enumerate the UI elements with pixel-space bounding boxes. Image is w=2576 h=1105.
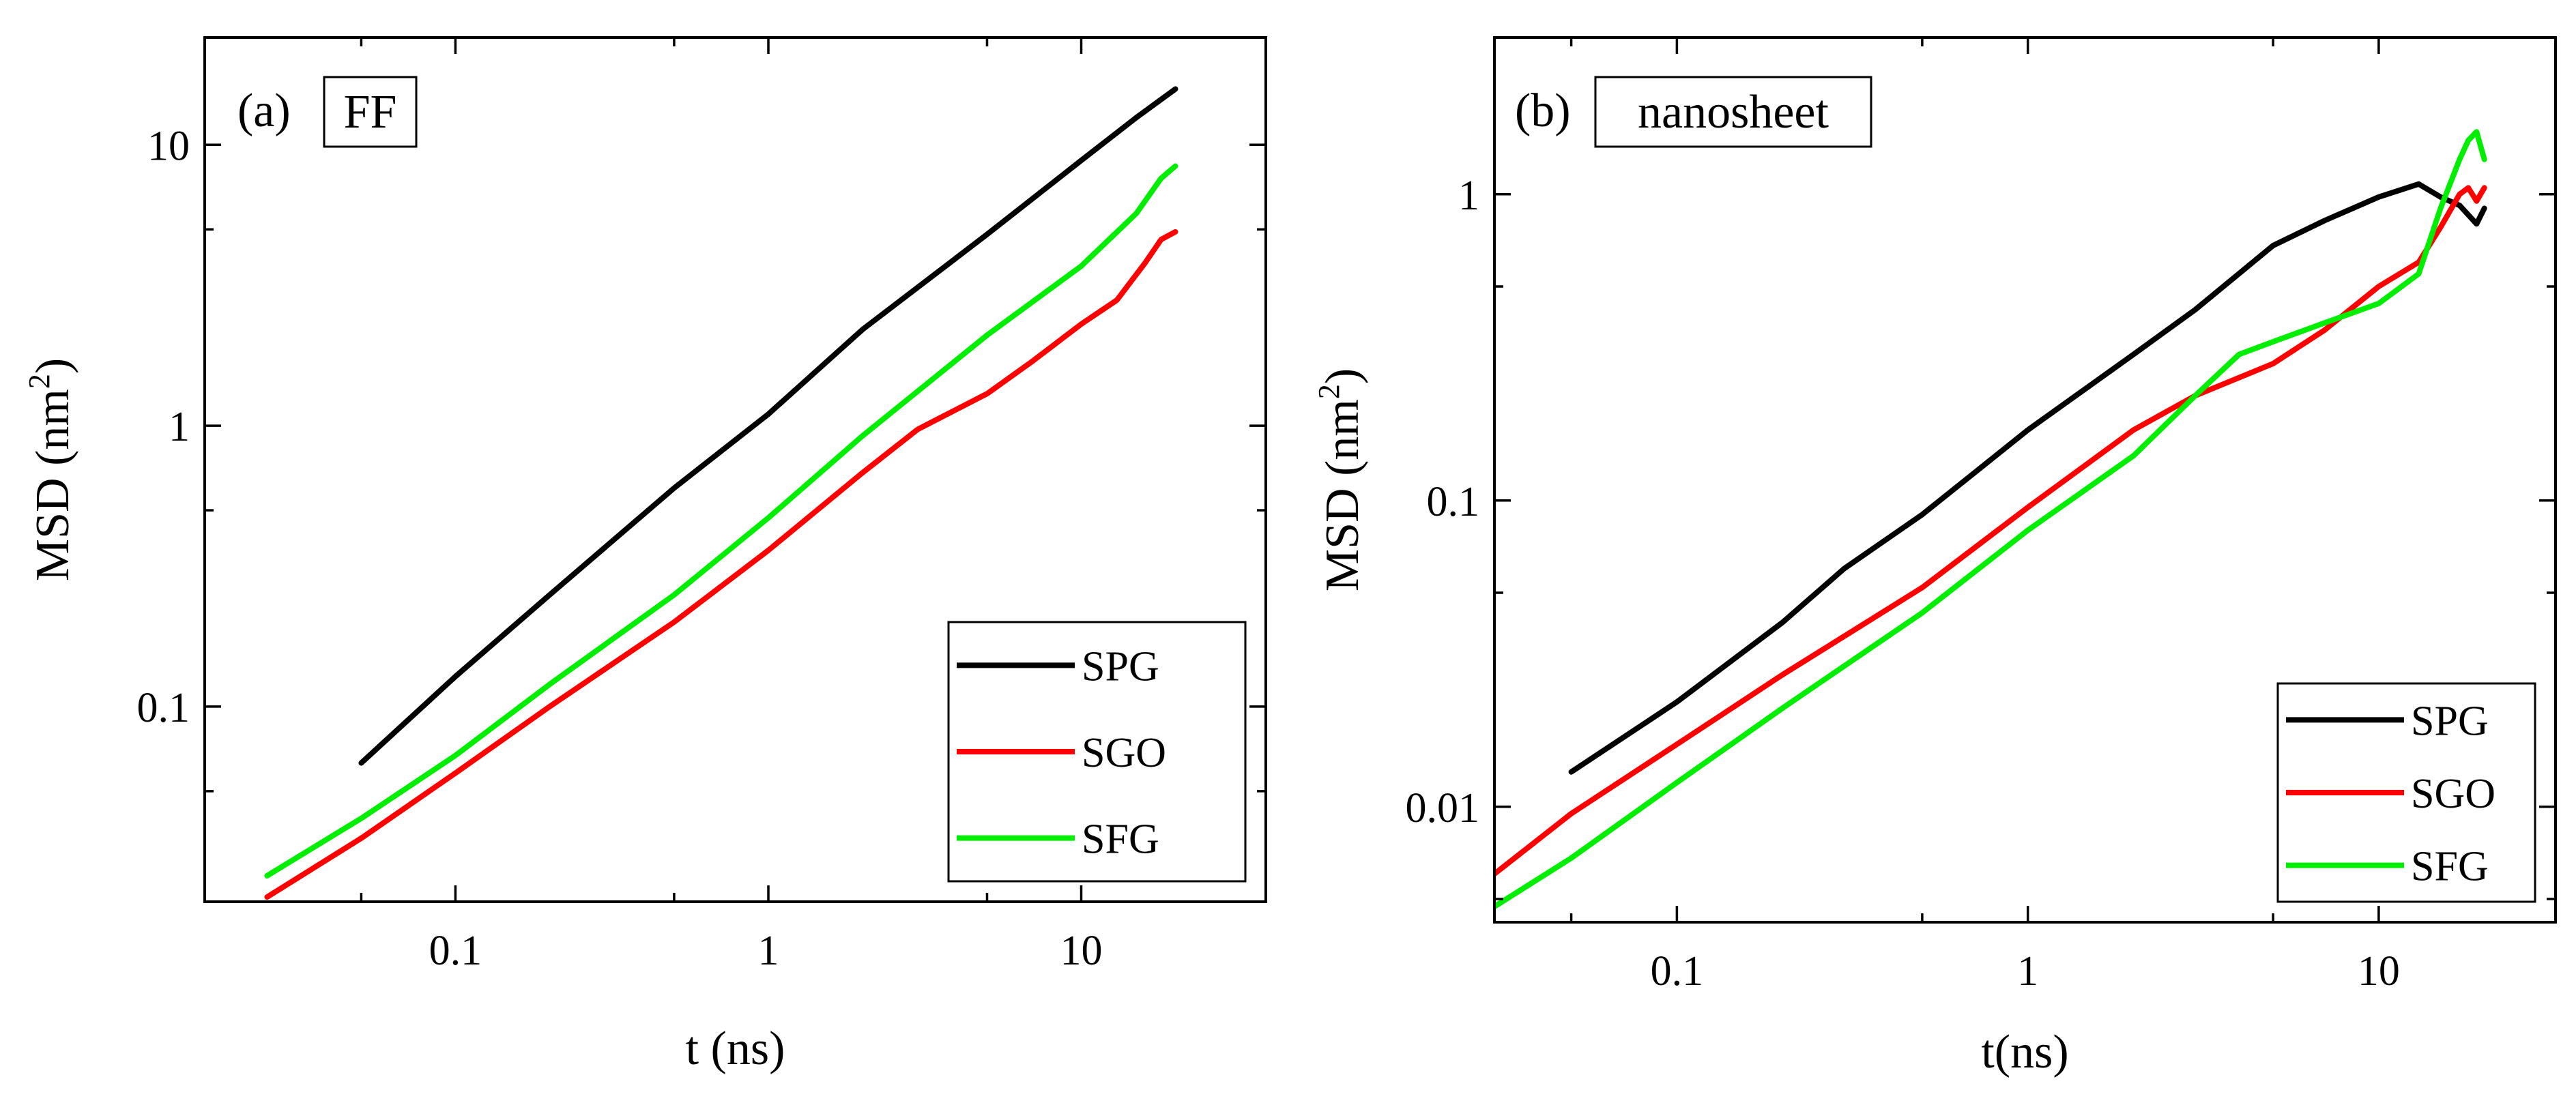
y-axis-title-close: ) xyxy=(27,358,79,374)
series-group xyxy=(1494,129,2487,910)
y-tick-label: 0.1 xyxy=(137,685,190,731)
panel-label-text: nanosheet xyxy=(1638,86,1829,138)
x-axis-title: t (ns) xyxy=(686,1022,785,1075)
x-tick-label: 0.1 xyxy=(429,928,482,974)
x-tick-label: 10 xyxy=(1060,928,1103,974)
series-line-spg xyxy=(1568,181,2487,775)
x-tick-label: 1 xyxy=(758,928,779,974)
legend-label-sgo: SGO xyxy=(2411,771,2495,817)
panel-label-text: FF xyxy=(344,86,397,138)
y-axis-title-superscript: 2 xyxy=(23,374,56,389)
series-line-sfg xyxy=(1494,129,2487,910)
y-axis-title: MSD (nm2) xyxy=(23,358,79,581)
plot-frame xyxy=(1493,36,2557,924)
panel-label-box xyxy=(1594,76,1872,148)
panel-label-box xyxy=(323,76,418,148)
legend-label-spg: SPG xyxy=(1082,643,1159,690)
y-axis-title-superscript: 2 xyxy=(1312,384,1346,399)
y-tick-label: 0.01 xyxy=(1406,785,1480,831)
x-axis-title: t(ns) xyxy=(1981,1026,2068,1078)
x-tick-label: 10 xyxy=(2358,948,2400,994)
y-tick-label: 10 xyxy=(147,123,190,169)
panel-a-ff: 0.1 1 10 0.1 1 10 t (ns) MSD (nm2) (a) FF SPG SGO SF… xyxy=(23,36,1267,1075)
legend-label-sfg: SFG xyxy=(2411,844,2489,890)
series-group xyxy=(264,86,1178,900)
x-tick-label: 0.1 xyxy=(1651,948,1704,994)
plot-frame xyxy=(203,36,1267,903)
x-tick-label: 1 xyxy=(2017,948,2038,994)
panel-letter: (b) xyxy=(1515,85,1571,137)
y-axis-title: MSD (nm2) xyxy=(1312,368,1369,591)
legend: SPG SGO SFG xyxy=(947,621,1247,883)
y-axis-title-close: ) xyxy=(1316,368,1369,384)
y-tick-label: 0.1 xyxy=(1427,479,1480,525)
panel-letter: (a) xyxy=(237,85,291,137)
tick-marks xyxy=(1494,38,2556,922)
legend-label-sfg: SFG xyxy=(1082,816,1159,863)
legend-label-sgo: SGO xyxy=(1082,730,1166,776)
series-line-sgo xyxy=(264,229,1178,900)
series-line-sgo xyxy=(1494,185,2487,878)
legend-label-spg: SPG xyxy=(2411,698,2489,744)
y-tick-label: 1 xyxy=(169,404,190,450)
series-line-sfg xyxy=(264,163,1178,879)
y-tick-label: 1 xyxy=(1458,173,1479,219)
tick-marks xyxy=(205,38,1266,902)
series-line-spg xyxy=(358,86,1178,766)
y-axis-title-main: MSD (nm xyxy=(27,389,79,581)
panel-b-nanosheet: 0.1 1 10 0.01 0.1 1 t(ns) MSD (nm2) (b) nanosheet… xyxy=(1312,36,2557,1078)
y-axis-title-main: MSD (nm xyxy=(1316,399,1369,591)
legend: SPG SGO SFG xyxy=(2276,682,2536,903)
